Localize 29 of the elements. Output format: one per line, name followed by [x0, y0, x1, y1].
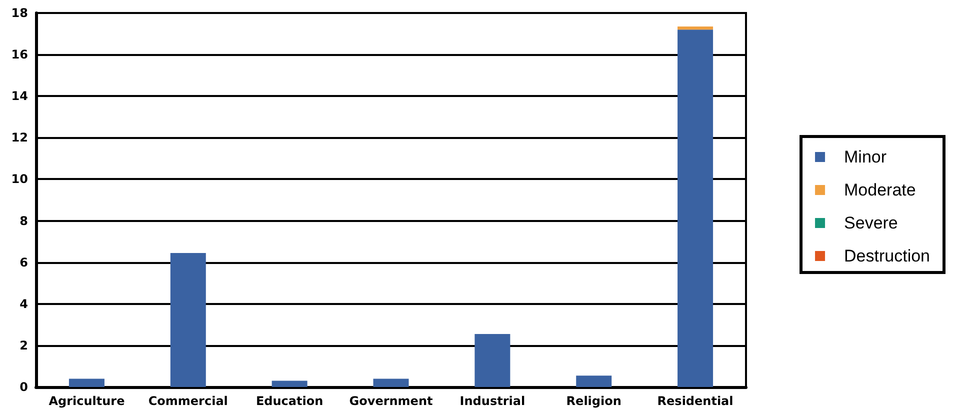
y-tick-label: 6	[20, 255, 28, 270]
x-tick-label: Residential	[657, 394, 734, 408]
x-tick-label: Education	[256, 394, 324, 408]
y-tick-label: 14	[11, 89, 28, 104]
x-tick-label: Agriculture	[48, 394, 125, 408]
y-tick-label: 16	[11, 48, 28, 62]
x-tick-label: Government	[349, 394, 433, 408]
y-tick-label: 10	[11, 172, 28, 186]
x-tick-label: Industrial	[460, 394, 526, 408]
bar	[170, 252, 206, 387]
y-tick-label: 0	[20, 380, 28, 394]
x-tick-label: Religion	[566, 394, 622, 408]
legend-label: Moderate	[844, 180, 916, 200]
y-tick-label: 8	[20, 214, 28, 228]
legend-label: Minor	[844, 148, 887, 166]
y-tick-label: 12	[11, 130, 28, 145]
y-tick-label: 2	[20, 338, 28, 352]
bar	[576, 376, 612, 387]
bar	[678, 26, 714, 30]
y-tick-label: 18	[11, 6, 28, 20]
legend-label: Severe	[844, 214, 898, 232]
legend-label: Destruction	[844, 246, 930, 266]
bar	[272, 380, 308, 387]
x-tick-label: Commercial	[148, 394, 228, 408]
bar	[678, 30, 714, 387]
bar	[68, 378, 104, 387]
bar	[373, 378, 409, 387]
bar	[474, 334, 510, 387]
y-tick-label: 4	[20, 296, 28, 311]
